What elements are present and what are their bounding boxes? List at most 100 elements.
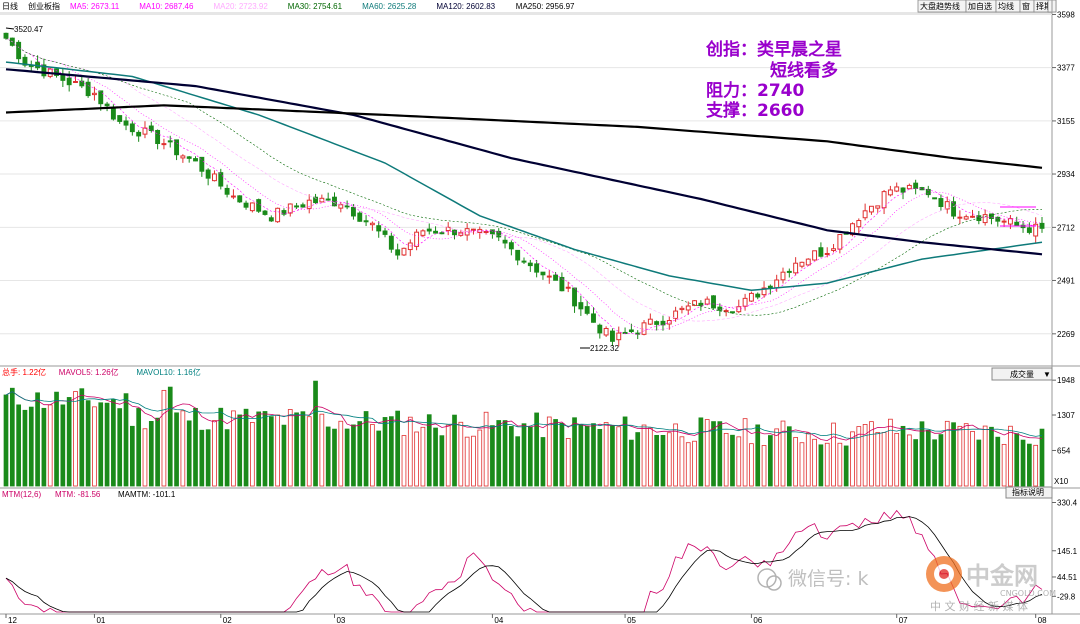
index-name: 创业板指	[28, 1, 60, 11]
candle-body	[142, 127, 148, 135]
candle-body	[957, 216, 963, 219]
candle-body	[98, 90, 104, 105]
volume-bar	[976, 439, 982, 487]
volume-bar	[793, 437, 798, 487]
ma5-line	[5, 37, 1043, 335]
candle-body	[319, 197, 325, 203]
candle-body	[881, 191, 887, 209]
volume-bar	[888, 418, 893, 487]
ma-legend-item: MA120: 2602.83	[436, 2, 495, 11]
candle-body	[350, 206, 356, 217]
ma-legend-item: MA60: 2625.28	[362, 2, 417, 11]
volume-bar	[989, 426, 994, 487]
volume-bar	[780, 420, 786, 487]
volume-bar	[281, 424, 287, 487]
volume-bar	[818, 444, 824, 487]
toolbar-button-1[interactable]: 加自选	[965, 0, 997, 13]
watermark-domain: CNGOLD.COM	[1000, 589, 1056, 598]
candle-body	[565, 286, 571, 289]
watermark-brand: 中金网	[966, 562, 1038, 590]
volume-bar	[578, 424, 584, 487]
toolbar-button-0[interactable]: 大盘趋势线	[917, 0, 967, 13]
ma250-line	[5, 104, 1043, 169]
candle-body	[186, 156, 192, 159]
candle-body	[584, 306, 590, 314]
volume-bar	[1033, 444, 1039, 487]
volume-tick-label: 1948	[1057, 376, 1075, 385]
volume-bar	[41, 407, 47, 487]
candle-body	[622, 331, 628, 334]
candle-body	[660, 320, 666, 326]
candle-body	[654, 321, 660, 325]
volume-bar	[925, 429, 931, 487]
volume-bar	[850, 431, 855, 487]
ma-legend-item: MA10: 2687.46	[139, 2, 194, 11]
mavol5-line	[5, 391, 1043, 442]
volume-bar	[1001, 443, 1007, 487]
volume-bar	[294, 412, 299, 487]
volume-type-dropdown[interactable]: 成交量 ▼	[991, 367, 1053, 381]
volume-legend: 总手: 1.22亿 MAVOL5: 1.26亿 MAVOL10: 1.16亿	[2, 367, 201, 377]
candle-body	[344, 205, 350, 208]
toolbar: 大盘趋势线 加自选 均线窗择期	[917, 0, 1057, 13]
toolbar-button-3[interactable]: 窗	[1019, 0, 1035, 13]
candle-body	[104, 103, 110, 107]
volume-bar	[565, 438, 571, 487]
candle-body	[230, 195, 236, 198]
candle-body	[540, 271, 546, 276]
candle-body	[761, 287, 767, 296]
volume-bar	[881, 432, 887, 487]
candle-body	[426, 228, 432, 232]
volume-bar	[591, 423, 596, 487]
candle-body	[388, 235, 394, 250]
volume-bar	[351, 424, 356, 487]
volume-bar	[117, 408, 123, 487]
candle-body	[748, 292, 754, 302]
candle-body	[609, 330, 615, 342]
candle-body	[515, 249, 521, 261]
volume-bar	[768, 435, 773, 487]
volume-bar	[231, 410, 236, 487]
candle-body	[837, 234, 843, 250]
volume-bar	[287, 409, 293, 487]
candle-body	[401, 247, 407, 256]
volume-bar	[572, 417, 577, 487]
candle-body	[704, 298, 710, 305]
volume-bar	[742, 418, 748, 487]
candle-body	[938, 198, 944, 207]
volume-bar	[123, 393, 129, 487]
candle-body	[199, 156, 205, 172]
volume-bar	[957, 425, 963, 487]
volume-bar	[843, 445, 849, 487]
mtm-panel: 330.4 145.1 44.51 -29.8 MTM(12,6) MTM: -81.5…	[0, 490, 1080, 615]
candle-body	[1039, 222, 1045, 229]
price-tick-label: 2934	[1057, 170, 1075, 179]
volume-bar	[414, 431, 419, 487]
candle-body	[129, 123, 135, 133]
candle-body	[799, 261, 805, 267]
candle-body	[275, 207, 281, 223]
toolbar-button-2[interactable]: 均线	[995, 0, 1021, 13]
indicator-help-button[interactable]: 指标说明	[1005, 486, 1053, 499]
candle-body	[54, 68, 59, 76]
candle-body	[805, 258, 811, 266]
volume-bar	[502, 420, 508, 487]
volume-bar	[300, 411, 306, 487]
volume-bar	[388, 416, 394, 487]
candle-body	[685, 305, 691, 311]
candle-body	[300, 204, 306, 208]
support-resistance-box	[1000, 206, 1036, 227]
volume-bar	[951, 422, 956, 487]
candle-body	[155, 129, 161, 145]
volume-bar	[944, 420, 950, 487]
volume-bar	[704, 419, 710, 487]
volume-bar	[313, 380, 318, 487]
volume-bar	[717, 421, 723, 487]
volume-bar	[180, 410, 186, 487]
candle-body	[616, 332, 622, 341]
volume-bar	[477, 429, 483, 487]
volume-bar	[685, 442, 691, 487]
volume-bar	[982, 425, 988, 487]
volume-panel: 1948 1307 654 总手: 1.22亿 MAVOL5: 1.26亿 MAVOL1…	[0, 365, 1080, 489]
